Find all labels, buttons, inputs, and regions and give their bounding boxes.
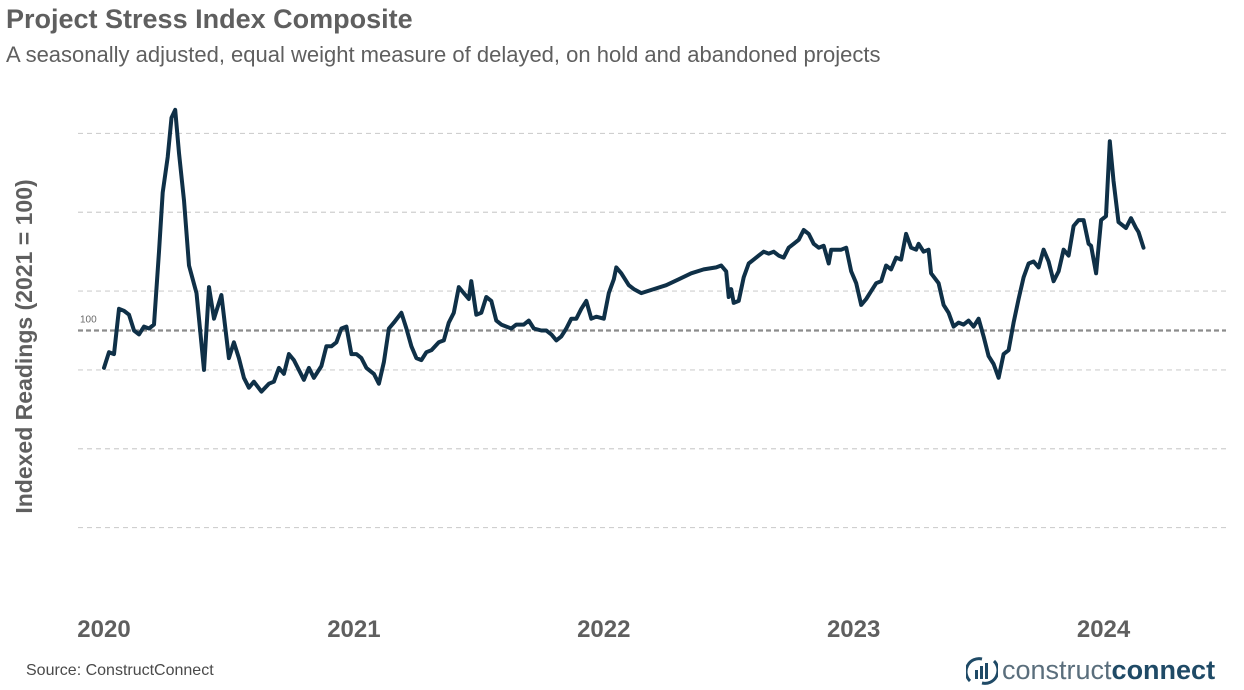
- y-axis-label: Indexed Readings (2021 = 100): [11, 179, 37, 513]
- chart-subtitle: A seasonally adjusted, equal weight meas…: [6, 42, 881, 67]
- x-axis-tick-labels: 2020 2021 2022 2023 2024: [77, 616, 1131, 643]
- x-tick-label: 2021: [327, 616, 380, 643]
- chart-title: Project Stress Index Composite: [6, 4, 413, 34]
- x-tick-label: 2024: [1077, 616, 1131, 643]
- logo-icon: [966, 657, 998, 685]
- series-line: [102, 107, 1146, 394]
- constructconnect-logo: constructconnect: [966, 652, 1236, 688]
- source-note: Source: ConstructConnect: [26, 662, 214, 679]
- x-tick-label: 2023: [827, 616, 880, 643]
- x-tick-label: 2020: [77, 616, 130, 643]
- logo-text-bold: connect: [1111, 655, 1216, 685]
- logo-text-light: construct: [1002, 655, 1112, 685]
- x-tick-label: 2022: [577, 616, 630, 643]
- logo-text: constructconnect: [1002, 652, 1215, 688]
- baseline-label: 100: [80, 315, 97, 326]
- gridlines: [78, 132, 1226, 529]
